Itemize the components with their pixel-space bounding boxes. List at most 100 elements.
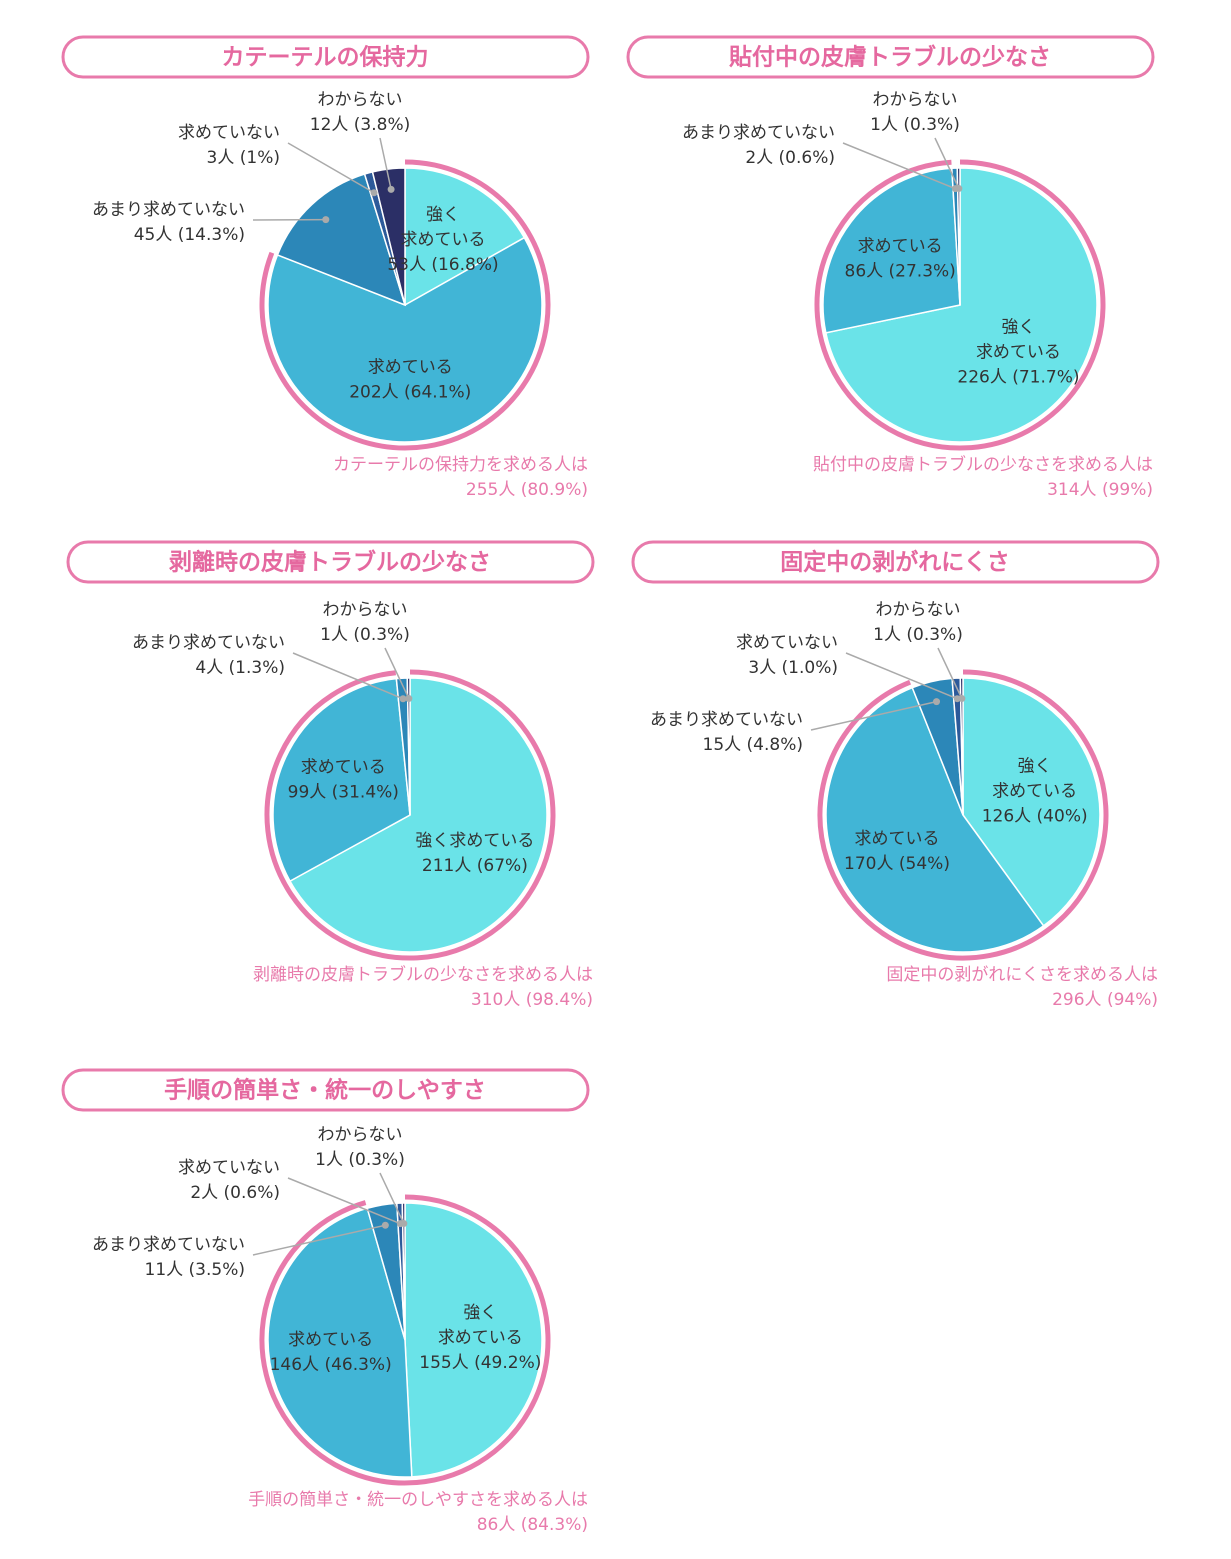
slice-value-label: 86人 (27.3%) bbox=[845, 262, 956, 282]
slice-value-label: 12人 (3.8%) bbox=[310, 115, 411, 135]
slice-label: わからない bbox=[323, 600, 408, 620]
slice-label: 求めていない bbox=[178, 1158, 280, 1178]
slice-value-label: 4人 (1.3%) bbox=[195, 658, 285, 678]
pie-slice bbox=[267, 236, 543, 443]
slice-label: 求めていない bbox=[736, 633, 838, 653]
leader-line bbox=[287, 142, 375, 194]
slice-value-label: 45人 (14.3%) bbox=[134, 225, 245, 245]
leader-dot bbox=[381, 1221, 389, 1229]
slice-label: わからない bbox=[876, 600, 961, 620]
slice-label: あまり求めていない bbox=[682, 123, 835, 143]
leader-dot bbox=[953, 695, 961, 703]
slice-label: 求めている bbox=[288, 1330, 373, 1350]
pie-slice bbox=[825, 686, 1045, 953]
leader-dot bbox=[933, 698, 941, 706]
slice-label: 求めている bbox=[858, 237, 943, 257]
slice-label: あまり求めていない bbox=[132, 633, 285, 653]
pie-slice bbox=[956, 167, 961, 306]
slice-value-label: 11人 (3.5%) bbox=[145, 1260, 246, 1280]
highlight-arc bbox=[259, 1194, 551, 1486]
title-box bbox=[631, 540, 1160, 584]
slice-value-label: 3人 (1.0%) bbox=[748, 658, 838, 678]
title-box bbox=[626, 35, 1155, 79]
slice-value-label: 170人 (54%) bbox=[844, 854, 950, 874]
leader-line bbox=[384, 647, 410, 699]
leader-line bbox=[379, 137, 392, 190]
leader-line bbox=[845, 652, 958, 700]
note-value: 310人 (98.4%) bbox=[471, 990, 593, 1010]
leader-line bbox=[379, 1172, 405, 1224]
leader-line bbox=[842, 142, 956, 190]
pie-slice bbox=[404, 167, 526, 307]
note: 固定中の剥がれにくさを求める人は bbox=[886, 965, 1158, 985]
slice-value-label: 146人 (46.3%) bbox=[270, 1355, 392, 1375]
note: 手順の簡単さ・統一のしやすさを求める人は bbox=[248, 1490, 588, 1510]
slice-value-label: 53人 (16.8%) bbox=[387, 255, 498, 275]
slice-label: 強く求めている bbox=[400, 205, 485, 250]
chart-title: 固定中の剥がれにくさ bbox=[780, 549, 1010, 576]
slice-label: わからない bbox=[318, 1125, 403, 1145]
slice-value-label: 211人 (67%) bbox=[422, 856, 528, 876]
slice-value-label: 226人 (71.7%) bbox=[957, 368, 1079, 388]
pie-slice bbox=[276, 173, 407, 307]
slice-value-label: 1人 (0.3%) bbox=[870, 115, 960, 135]
leader-line bbox=[934, 137, 960, 189]
slice-value-label: 202人 (64.1%) bbox=[349, 383, 471, 403]
leader-dot bbox=[370, 189, 378, 197]
leader-dot bbox=[396, 1220, 404, 1228]
pie-slice bbox=[288, 677, 548, 953]
slice-label: あまり求めていない bbox=[92, 1235, 245, 1255]
slice-value-label: 2人 (0.6%) bbox=[745, 148, 835, 168]
slice-label: あまり求めていない bbox=[92, 200, 245, 220]
slice-label: 求めている bbox=[301, 757, 386, 777]
slice-value-label: 1人 (0.3%) bbox=[315, 1150, 405, 1170]
slice-label: 強く求めている bbox=[415, 831, 534, 851]
leader-dot bbox=[951, 185, 959, 193]
title-box bbox=[61, 1068, 590, 1112]
slice-label: 強く求めている bbox=[992, 757, 1077, 802]
chart-title: 剥離時の皮膚トラブルの少なさ bbox=[169, 549, 491, 576]
leader-line bbox=[292, 652, 404, 700]
pie-slice bbox=[272, 677, 411, 883]
note-value: 296人 (94%) bbox=[1052, 990, 1158, 1010]
pie-slice bbox=[959, 677, 964, 816]
slice-label: 求めている bbox=[368, 358, 453, 378]
note: 貼付中の皮膚トラブルの少なさを求める人は bbox=[813, 454, 1153, 475]
leader-dot bbox=[387, 185, 395, 193]
slice-label: 求めていない bbox=[178, 123, 280, 143]
leader-dot bbox=[322, 216, 330, 224]
note: 剥離時の皮膚トラブルの少なさを求める人は bbox=[253, 964, 593, 985]
pie-slice bbox=[406, 677, 411, 816]
slice-value-label: 99人 (31.4%) bbox=[288, 782, 399, 802]
pie-slice bbox=[824, 167, 1098, 443]
leader-line bbox=[287, 1177, 401, 1225]
chart-title: カテーテルの保持力 bbox=[222, 44, 429, 71]
pie-slice bbox=[267, 1207, 413, 1478]
slice-label: わからない bbox=[873, 90, 958, 110]
note-value: 255人 (80.9%) bbox=[466, 480, 588, 500]
slice-label: わからない bbox=[318, 90, 403, 110]
highlight-arc bbox=[264, 669, 556, 961]
pie-slice bbox=[371, 167, 406, 306]
slice-value-label: 126人 (40%) bbox=[982, 807, 1088, 827]
note-value: 86人 (84.3%) bbox=[477, 1515, 588, 1535]
leader-line bbox=[810, 700, 937, 731]
leader-line bbox=[252, 1224, 386, 1256]
leader-dot bbox=[399, 695, 407, 703]
leader-dot bbox=[405, 695, 413, 703]
slice-label: 強く求めている bbox=[976, 318, 1061, 363]
pie-slice bbox=[401, 1202, 406, 1341]
highlight-arc bbox=[259, 159, 551, 451]
note: カテーテルの保持力を求める人は bbox=[333, 455, 588, 475]
slice-value-label: 1人 (0.3%) bbox=[320, 625, 410, 645]
highlight-arc bbox=[814, 159, 1106, 451]
slice-value-label: 155人 (49.2%) bbox=[419, 1353, 541, 1373]
slice-label: 強く求めている bbox=[438, 1303, 523, 1348]
pie-slice bbox=[822, 167, 961, 334]
slice-label: あまり求めていない bbox=[650, 710, 803, 730]
pie-slice bbox=[962, 677, 1101, 927]
chart-title: 手順の簡単さ・統一のしやすさ bbox=[164, 1077, 486, 1104]
pie-slice bbox=[404, 1202, 543, 1478]
note-value: 314人 (99%) bbox=[1047, 480, 1153, 500]
